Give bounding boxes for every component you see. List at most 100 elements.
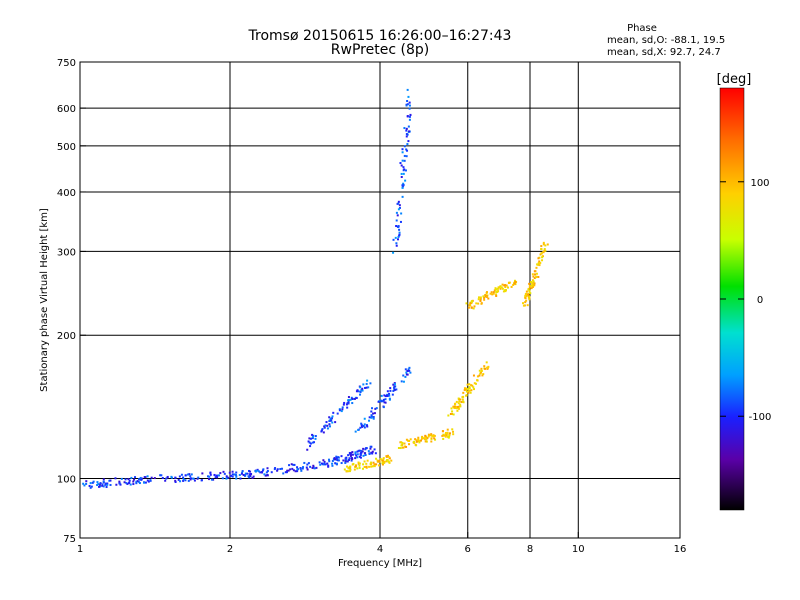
data-point [400, 444, 403, 447]
data-point [106, 483, 109, 486]
data-point [371, 450, 374, 453]
data-point [487, 365, 490, 368]
data-point [483, 298, 486, 301]
data-point [292, 463, 295, 466]
data-point [311, 441, 314, 444]
data-point [174, 476, 177, 479]
data-point [386, 394, 389, 397]
data-point [505, 284, 508, 287]
data-point [531, 279, 534, 282]
data-point [343, 401, 346, 404]
data-point [318, 461, 321, 464]
data-point [356, 389, 359, 392]
data-point [128, 481, 131, 484]
data-point [129, 483, 132, 486]
data-point [373, 463, 376, 466]
data-point [322, 431, 325, 434]
data-point [407, 439, 410, 442]
data-point [138, 478, 141, 481]
data-point [159, 474, 162, 477]
data-point [383, 401, 386, 404]
data-point [320, 430, 323, 433]
data-point [341, 408, 344, 411]
data-point [450, 407, 453, 410]
data-point [483, 365, 486, 368]
data-point [349, 454, 352, 457]
data-point [301, 467, 304, 470]
data-point [456, 405, 459, 408]
data-point [312, 434, 315, 437]
data-point [368, 416, 371, 419]
data-point [527, 293, 530, 296]
data-point [528, 285, 531, 288]
data-point [376, 459, 379, 462]
data-point [359, 393, 362, 396]
data-point [526, 304, 529, 307]
data-point [333, 457, 336, 460]
data-point [399, 220, 402, 223]
data-point [382, 406, 385, 409]
data-point [219, 472, 222, 475]
data-point [338, 409, 341, 412]
data-point [484, 294, 487, 297]
data-point [497, 290, 500, 293]
data-point [402, 172, 405, 175]
data-point [480, 367, 483, 370]
data-point [473, 382, 476, 385]
data-point [468, 386, 471, 389]
data-point [393, 382, 396, 385]
data-point [313, 467, 316, 470]
data-point [312, 465, 315, 468]
data-point [392, 251, 395, 254]
data-point [527, 287, 530, 290]
grid-lines [80, 62, 680, 538]
data-point [445, 434, 448, 437]
data-point [266, 470, 269, 473]
data-point [252, 475, 255, 478]
data-point [331, 464, 334, 467]
data-point [349, 465, 352, 468]
colorbar-label: [deg] [717, 72, 752, 87]
data-point [101, 484, 104, 487]
data-point [400, 380, 403, 383]
data-point [353, 397, 356, 400]
data-point [363, 417, 366, 420]
data-point [358, 455, 361, 458]
data-point [332, 411, 335, 414]
data-point [395, 244, 398, 247]
data-point [305, 466, 308, 469]
data-point [535, 266, 538, 269]
data-point [345, 403, 348, 406]
data-point [249, 474, 252, 477]
data-point [354, 452, 357, 455]
data-point [495, 291, 498, 294]
data-point [477, 298, 480, 301]
data-point [393, 383, 396, 386]
data-point [534, 270, 537, 273]
data-point [98, 483, 101, 486]
data-point [344, 460, 347, 463]
data-point [391, 393, 394, 396]
data-point [538, 260, 541, 263]
data-point [402, 374, 405, 377]
data-point [179, 480, 182, 483]
data-point [424, 438, 427, 441]
data-point [153, 477, 156, 480]
data-point [341, 406, 344, 409]
data-point [307, 440, 310, 443]
data-point [380, 400, 383, 403]
data-point [273, 468, 276, 471]
data-point [228, 471, 231, 474]
data-point [91, 481, 94, 484]
data-point [359, 426, 362, 429]
data-point [430, 440, 433, 443]
data-point [348, 399, 351, 402]
data-point [482, 373, 485, 376]
data-point [430, 437, 433, 440]
data-point [388, 457, 391, 460]
data-point [405, 129, 408, 132]
data-point [480, 302, 483, 305]
data-point [347, 396, 350, 399]
data-point [475, 302, 478, 305]
data-point [524, 297, 527, 300]
